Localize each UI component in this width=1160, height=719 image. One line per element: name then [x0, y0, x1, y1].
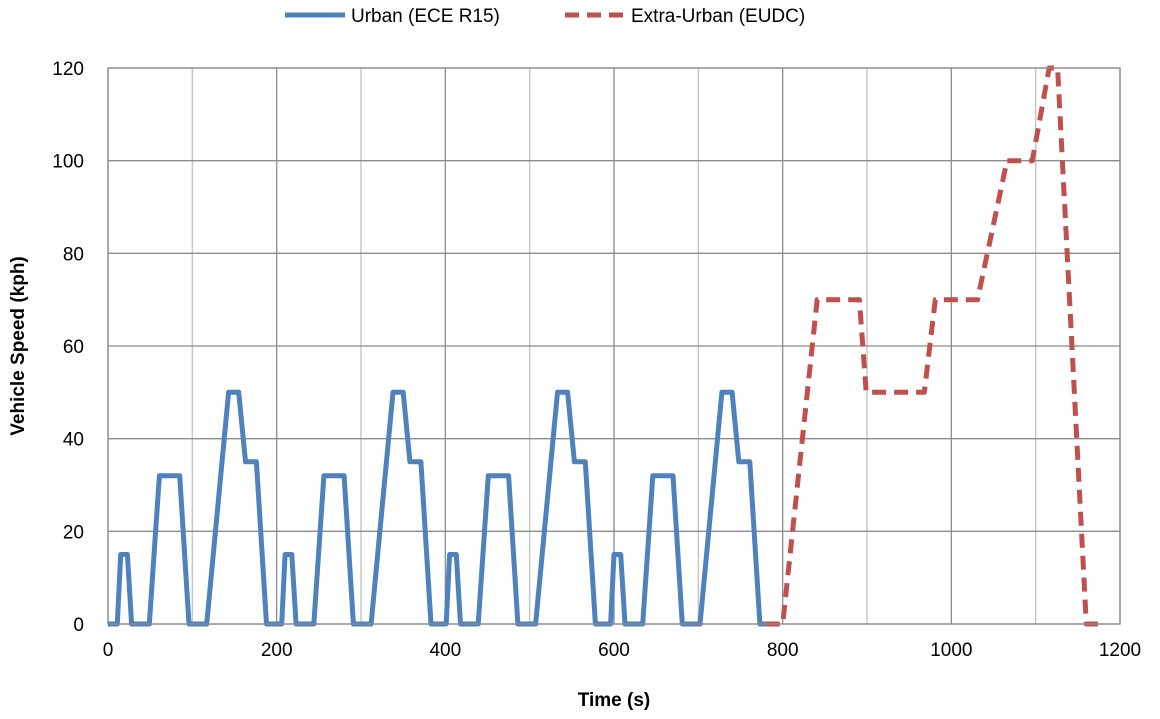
- x-tick-label: 400: [429, 640, 461, 661]
- y-tick-label: 60: [63, 337, 84, 358]
- series-line-eudc: [765, 65, 1104, 627]
- plot-frame: [107, 67, 1121, 625]
- y-tick-label: 20: [63, 522, 84, 543]
- y-axis-title: Vehicle Speed (kph): [8, 256, 29, 436]
- x-tick-label: 1200: [1099, 640, 1141, 661]
- x-tick-labels: 0 200 400 600 800 1000 1200: [103, 640, 1141, 661]
- x-axis-title: Time (s): [578, 690, 651, 711]
- y-tick-label: 0: [73, 615, 84, 636]
- legend-label-eudc: Extra-Urban (EUDC): [631, 6, 805, 27]
- y-tick-label: 40: [63, 430, 84, 451]
- series-line-urban: [108, 389, 766, 627]
- x-tick-label: 600: [598, 640, 630, 661]
- y-tick-label: 80: [63, 244, 84, 265]
- x-tick-label: 200: [261, 640, 293, 661]
- y-tick-label: 100: [52, 152, 84, 173]
- x-tick-label: 800: [767, 640, 799, 661]
- y-tick-labels: 0 20 40 60 80 100 120: [52, 59, 84, 636]
- y-tick-label: 120: [52, 59, 84, 80]
- x-tick-label: 1000: [930, 640, 972, 661]
- x-tick-label: 0: [103, 640, 114, 661]
- legend-label-urban: Urban (ECE R15): [351, 6, 500, 27]
- legend: Urban (ECE R15) Extra-Urban (EUDC): [285, 6, 805, 27]
